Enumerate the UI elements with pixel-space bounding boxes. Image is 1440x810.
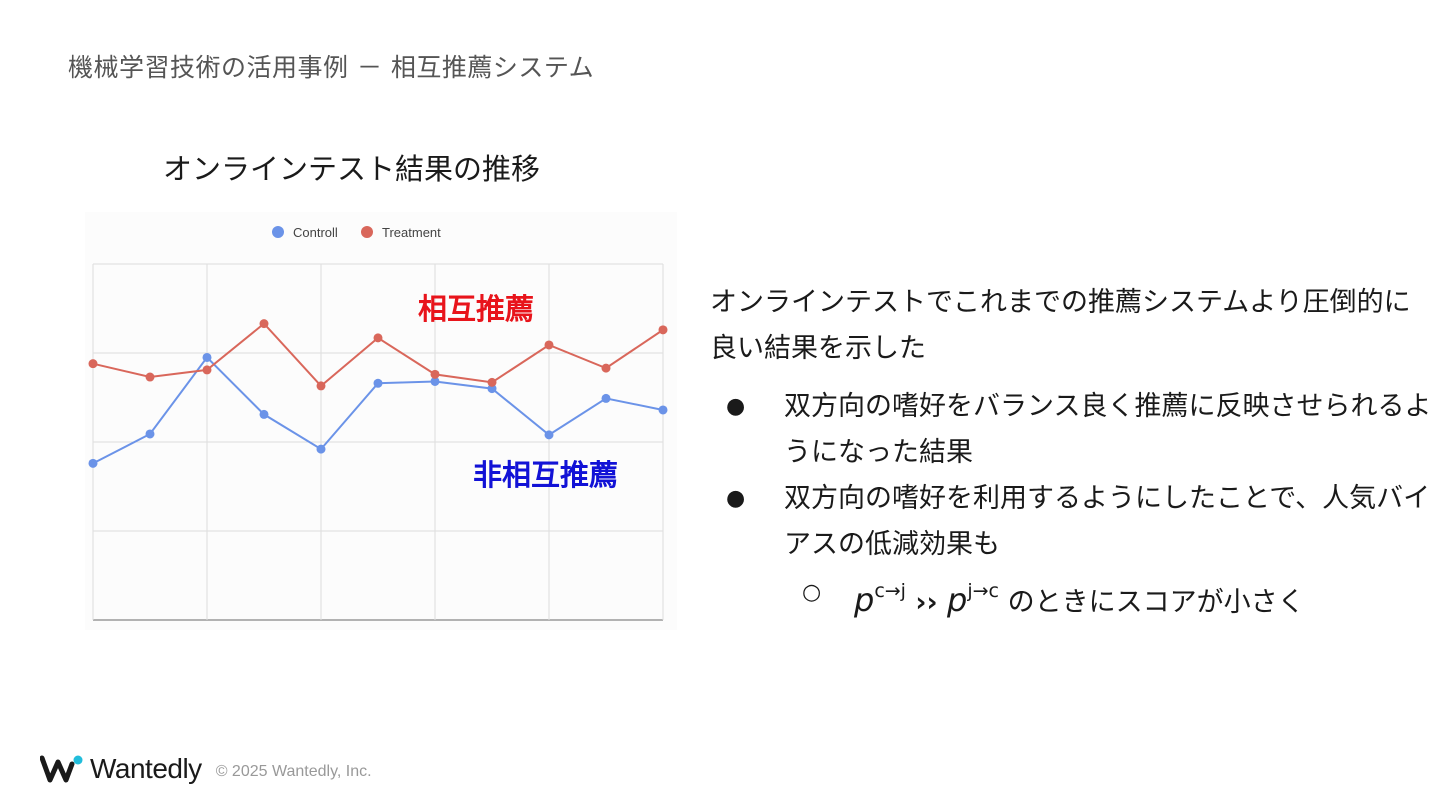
math-p2-sup: j→c [967,580,999,602]
chart-background [85,212,677,630]
legend-label: Controll [293,225,338,240]
bullet-list: ● 双方向の嗜好をバランス良く推薦に反映させられるようになった結果 ● 双方向の… [710,384,1435,626]
footer: Wantedly © 2025 Wantedly, Inc. [40,752,372,786]
brand-name: Wantedly [90,753,202,784]
sub-bullet-list: ○ pc→j ›› pj→c のときにスコアが小さく [784,568,1435,626]
legend-marker [361,226,373,238]
page-title: 機械学習技術の活用事例 － 相互推薦システム [68,53,595,82]
sub-bullet-text: のときにスコアが小さく [999,587,1305,618]
data-point [487,377,497,387]
data-point [373,333,383,343]
math-operator: ›› [905,587,948,618]
chart-svg: Controll Treatment [85,212,677,630]
data-point [316,381,326,391]
bullet-item: ● 双方向の嗜好をバランス良く推薦に反映させられるようになった結果 [710,384,1435,476]
data-point [430,376,440,386]
bullet-item: ● 双方向の嗜好を利用するようにしたことで、人気バイアスの低減効果も ○ pc→… [710,476,1435,626]
legend-label: Treatment [382,225,441,240]
annotation-nonmutual: 非相互推薦 [473,458,619,492]
data-point [373,378,383,388]
data-point [88,359,98,369]
data-point [202,365,212,375]
data-point [544,340,554,350]
data-point [658,325,668,335]
wantedly-logo-icon [40,755,83,783]
annotation-mutual: 相互推薦 [418,292,535,326]
body-text: オンラインテストでこれまでの推薦システムより圧倒的に良い結果を示した ● 双方向… [710,280,1435,626]
bullet-dot-icon: ● [726,394,746,419]
bullet-text: 双方向の嗜好を利用するようにしたことで、人気バイアスの低減効果も [784,483,1431,560]
data-point [316,444,326,454]
data-point [88,458,98,468]
math-p2: p [947,581,968,619]
math-p1-sup: c→j [874,580,906,602]
data-point [658,405,668,415]
data-point [601,393,611,403]
legend-marker [272,226,284,238]
data-point [259,319,269,329]
line-chart: Controll Treatment [85,212,677,630]
data-point [544,430,554,440]
math-p1: p [854,581,875,619]
data-point [487,384,497,394]
bullet-ring-icon: ○ [802,580,822,605]
data-point [259,409,269,419]
bullet-dot-icon: ● [726,486,746,511]
bullet-text: 双方向の嗜好をバランス良く推薦に反映させられるようになった結果 [784,391,1432,468]
data-point [145,372,155,382]
data-point [430,369,440,379]
chart-title: オンラインテスト結果の推移 [163,152,541,186]
data-point [601,363,611,373]
data-point [202,352,212,362]
copyright: © 2025 Wantedly, Inc. [215,763,372,780]
sub-bullet-item: ○ pc→j ›› pj→c のときにスコアが小さく [784,568,1435,626]
data-point [145,429,155,439]
intro-text: オンラインテストでこれまでの推薦システムより圧倒的に良い結果を示した [710,287,1411,364]
